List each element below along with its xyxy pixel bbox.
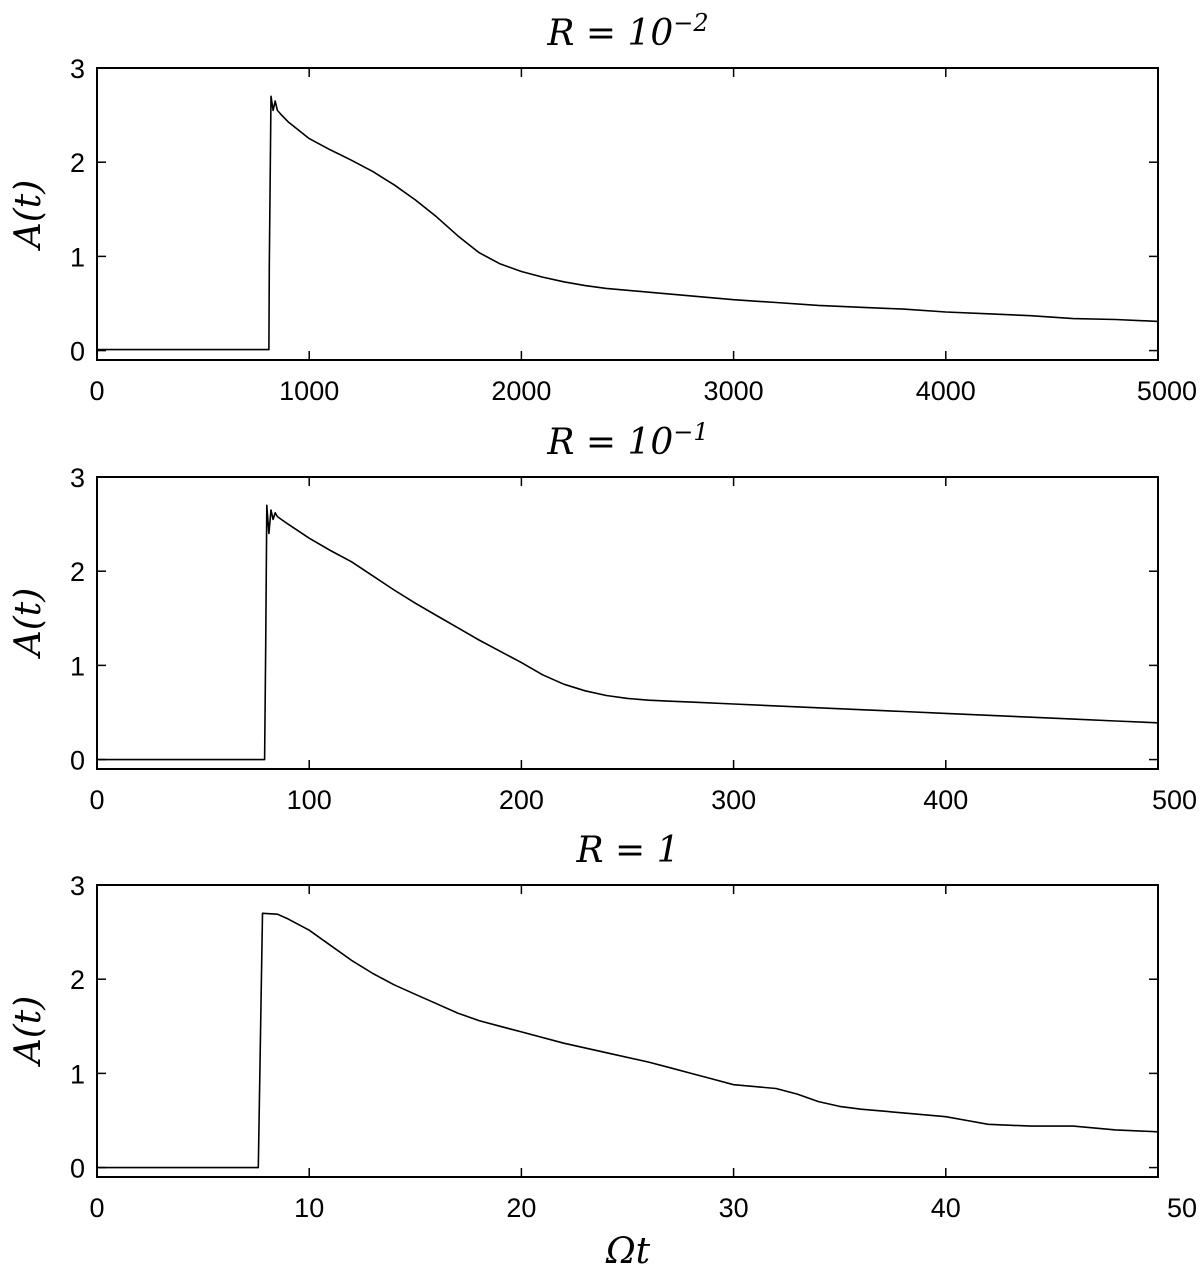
- x-tick-label: 20: [506, 1193, 536, 1223]
- x-tick-label: 30: [719, 1193, 749, 1223]
- chart-panel-r-1e-2: R = 10−2 A(t) 0 1000 2000 3000 4000 5000 0 1 2 3: [8, 9, 1197, 406]
- y-axis-label: A(t): [8, 996, 49, 1068]
- chart-title-base: R = 1: [575, 830, 679, 871]
- x-tick-label: 0: [89, 376, 104, 406]
- y-tick-label: 1: [70, 651, 85, 681]
- x-tick-label: 500: [1152, 785, 1197, 815]
- x-tick-label: 2000: [491, 376, 551, 406]
- chart-title-exponent: −1: [673, 418, 708, 446]
- y-tick-label: 0: [70, 337, 85, 367]
- x-tick-label: 50: [1167, 1193, 1197, 1223]
- y-axis-label: A(t): [8, 180, 49, 252]
- x-tick-label: 5000: [1137, 376, 1197, 406]
- y-tick-label: 2: [70, 965, 85, 995]
- y-tick-label: 0: [70, 746, 85, 776]
- chart-title-exponent: −2: [673, 9, 708, 37]
- axes-frame: [96, 67, 1159, 361]
- chart-title-base: R = 10: [546, 13, 673, 54]
- axes-frame: [96, 884, 1159, 1178]
- chart-title: R = 1: [575, 830, 679, 871]
- y-tick-label: 1: [70, 1059, 85, 1089]
- y-axis-label: A(t): [8, 588, 49, 660]
- x-tick-label: 1000: [279, 376, 339, 406]
- series-line: [97, 912, 1159, 1169]
- y-tick-label: 3: [70, 871, 85, 901]
- x-axis-label: Ωt: [605, 1231, 651, 1268]
- x-tick-label: 200: [499, 785, 544, 815]
- chart-panel-r-1: R = 1 A(t) Ωt 0 10 20 30 40 50 0 1 2 3: [8, 830, 1197, 1268]
- axes-frame: [96, 476, 1159, 770]
- y-tick-label: 1: [70, 242, 85, 272]
- x-tick-label: 4000: [916, 376, 976, 406]
- series-line: [97, 504, 1159, 761]
- chart-panel-r-1e-1: R = 10−1 A(t) 0 100 200 300 400 500 0 1 2 3: [8, 418, 1197, 815]
- y-tick-label: 0: [70, 1154, 85, 1184]
- x-tick-label: 100: [287, 785, 332, 815]
- x-tick-label: 3000: [704, 376, 764, 406]
- chart-title-base: R = 10: [546, 422, 673, 463]
- series-line: [97, 95, 1159, 351]
- chart-title: R = 10−2: [546, 9, 708, 54]
- y-tick-label: 2: [70, 557, 85, 587]
- x-tick-label: 0: [89, 1193, 104, 1223]
- x-tick-label: 300: [711, 785, 756, 815]
- y-tick-label: 3: [70, 54, 85, 84]
- chart-title: R = 10−1: [546, 418, 708, 463]
- x-tick-label: 10: [294, 1193, 324, 1223]
- y-tick-label: 3: [70, 463, 85, 493]
- x-tick-label: 40: [931, 1193, 961, 1223]
- y-tick-label: 2: [70, 148, 85, 178]
- x-tick-label: 400: [923, 785, 968, 815]
- x-tick-label: 0: [89, 785, 104, 815]
